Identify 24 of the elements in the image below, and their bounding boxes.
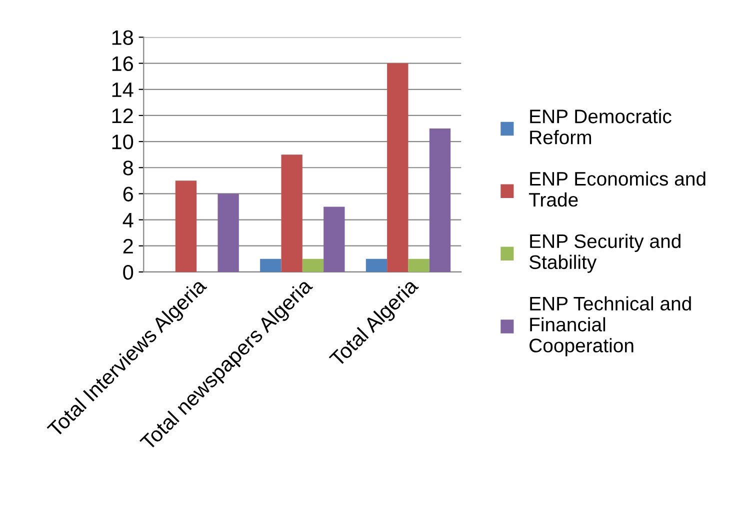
bar [429, 128, 451, 272]
y-tick-label: 16 [112, 56, 134, 72]
bar [281, 154, 302, 272]
y-tick-label: 4 [122, 213, 134, 228]
y-tick-label: 18 [112, 30, 134, 45]
bar [218, 194, 239, 272]
bar [366, 258, 388, 272]
bar [260, 258, 282, 272]
y-tick-label: 10 [112, 134, 134, 150]
y-tick-label: 0 [123, 264, 134, 280]
y-tick-label: 14 [112, 82, 134, 97]
y-tick-label: 8 [123, 160, 134, 176]
legend-label: ENP Technical and Financial Cooperation [530, 296, 691, 356]
legend-label: ENP Economics and Trade [529, 171, 706, 207]
y-tick-label: 6 [123, 186, 134, 202]
y-tick-label: 12 [112, 108, 133, 124]
y-tick-label: 2 [123, 238, 133, 254]
bar [387, 63, 408, 272]
bar [175, 180, 197, 272]
legend-label: ENP Democratic Reform [530, 109, 672, 144]
bar [408, 258, 430, 272]
bar [324, 206, 345, 272]
legend-label: ENP Security and Stability [529, 234, 680, 273]
bar [302, 258, 324, 272]
